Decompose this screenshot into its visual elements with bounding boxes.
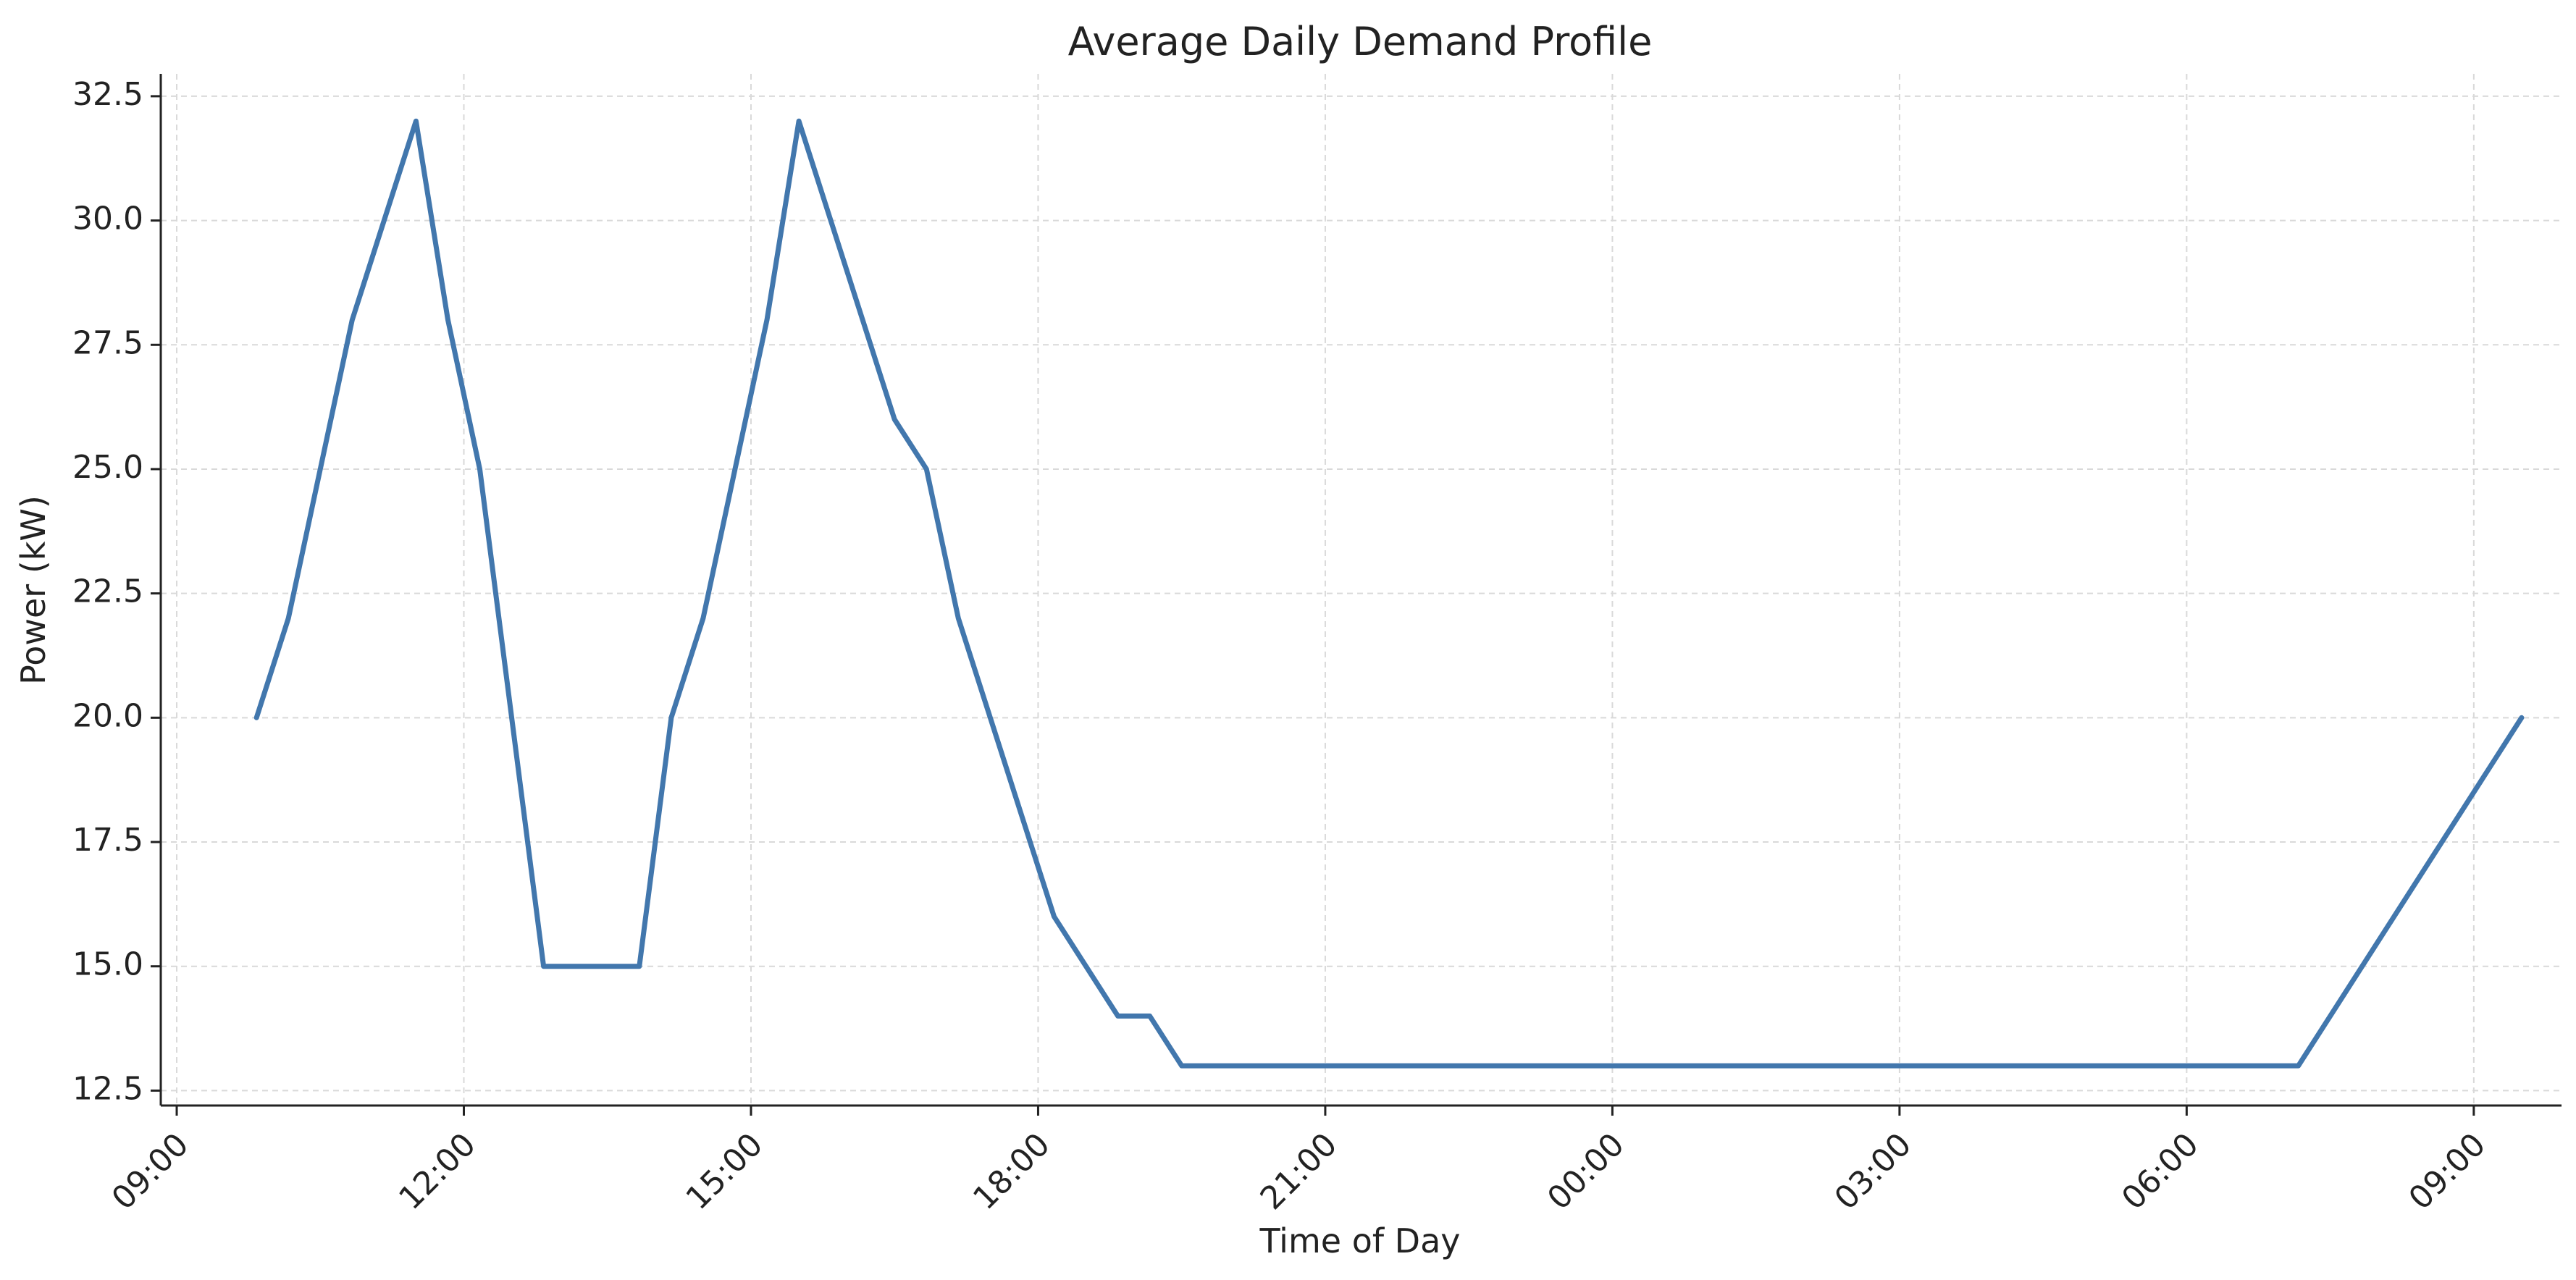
y-tick-label: 22.5 [72, 573, 143, 610]
x-axis-label: Time of Day [1259, 1221, 1461, 1260]
y-tick-label: 12.5 [72, 1070, 143, 1107]
y-tick-label: 20.0 [72, 697, 143, 734]
y-tick-label: 30.0 [72, 201, 143, 237]
axes [159, 74, 2562, 1107]
y-tick-label: 15.0 [72, 946, 143, 983]
chart-title: Average Daily Demand Profile [1068, 19, 1653, 64]
y-axis-label: Power (kW) [14, 495, 53, 685]
series-line [253, 118, 2525, 1069]
y-tick-label: 17.5 [72, 822, 143, 859]
y-tick-label: 32.5 [72, 76, 143, 113]
y-axis-ticks: 12.5 15.0 17.5 20.0 22.5 25.0 27.5 30.0 32.5 [72, 76, 161, 1107]
y-tick-label: 25.0 [72, 449, 143, 486]
series-layer [253, 118, 2525, 1069]
y-tick-label: 27.5 [72, 324, 143, 361]
